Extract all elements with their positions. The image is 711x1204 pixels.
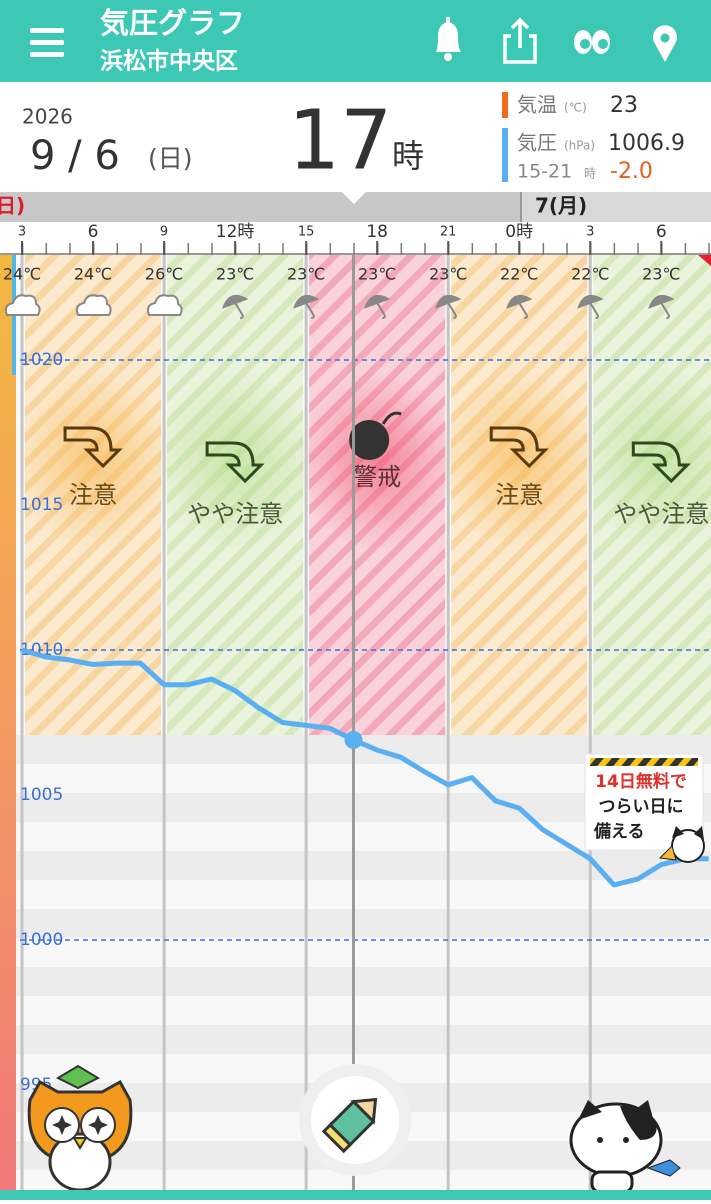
level-label: やや注意 bbox=[613, 500, 709, 528]
level-glow bbox=[155, 370, 316, 550]
temp-label: 気温 bbox=[517, 93, 557, 117]
eyes-button[interactable] bbox=[574, 30, 610, 54]
x-tick-label: 0時 bbox=[505, 222, 533, 242]
ruler-ticks bbox=[0, 243, 711, 255]
umbrella-handle bbox=[304, 300, 315, 320]
current-point bbox=[344, 730, 363, 749]
level-glow bbox=[581, 370, 711, 550]
weather-row: 24℃ 24℃ 26℃ 23℃ 23℃ 23℃ 23℃ 22℃ 22℃ 23℃ bbox=[3, 265, 680, 320]
level-arrow bbox=[63, 426, 123, 469]
bomb-fuse bbox=[381, 411, 402, 425]
ruler-end-marker bbox=[698, 255, 711, 266]
x-tick-label: 9 bbox=[160, 225, 168, 240]
level-bands bbox=[13, 255, 711, 735]
location-button[interactable] bbox=[653, 25, 677, 62]
umbrella-handle bbox=[375, 300, 386, 320]
promo-line: つらい日に bbox=[599, 797, 684, 817]
share-button[interactable] bbox=[503, 17, 537, 64]
promo-line: 14日無料で bbox=[595, 771, 687, 792]
bell-button[interactable] bbox=[436, 17, 461, 61]
umbrella-handle bbox=[517, 300, 528, 320]
pressure-change: -2.0 bbox=[610, 159, 653, 184]
pressure-line bbox=[21, 647, 709, 888]
owl-mascot bbox=[27, 1064, 133, 1192]
x-tick-label: 3 bbox=[586, 225, 594, 240]
bottom-bar bbox=[0, 1190, 711, 1200]
location: 浜松市中央区 bbox=[100, 48, 238, 75]
x-tick-label: 12時 bbox=[216, 222, 255, 242]
level-glow bbox=[297, 370, 458, 550]
cloud-icon bbox=[75, 294, 112, 316]
temperature: 23℃ bbox=[642, 265, 680, 284]
x-tick-label: 15 bbox=[298, 225, 315, 240]
pressure-label: 気圧 bbox=[517, 131, 557, 155]
next-day-label: 7(月) bbox=[535, 194, 587, 218]
temperature: 23℃ bbox=[358, 265, 396, 284]
x-tick-label: 21 bbox=[440, 225, 457, 240]
level-label: 注意 bbox=[69, 481, 117, 509]
umbrella-handle bbox=[588, 300, 599, 320]
hour: 17 bbox=[288, 93, 392, 188]
menu-button[interactable] bbox=[30, 28, 64, 57]
range-unit: 時 bbox=[584, 167, 596, 181]
promo-line: 備える bbox=[593, 821, 645, 842]
temperature: 22℃ bbox=[500, 265, 538, 284]
prev-day-label: 日) bbox=[0, 194, 25, 218]
level-arrow bbox=[489, 426, 549, 469]
y-tick-label: 1015 bbox=[20, 495, 63, 515]
weekday: (日) bbox=[148, 144, 193, 173]
date: 9 / 6 bbox=[30, 133, 120, 179]
app-title: 気圧グラフ bbox=[100, 6, 245, 40]
temperature: 24℃ bbox=[3, 265, 41, 284]
level-arrow bbox=[205, 441, 265, 484]
x-axis: 3 6 9 12時 15 18 21 0時 3 6 bbox=[18, 222, 667, 255]
promo-badge[interactable]: 14日無料で つらい日に 備える bbox=[584, 753, 705, 863]
x-tick-label: 6 bbox=[88, 222, 99, 242]
year: 2026 bbox=[22, 105, 73, 129]
umbrella-handle bbox=[233, 300, 244, 320]
x-tick-label: 6 bbox=[656, 222, 667, 242]
range-label: 15-21 bbox=[517, 161, 572, 183]
cloud-icon bbox=[4, 294, 41, 316]
x-tick-label: 3 bbox=[18, 225, 26, 240]
x-tick-label: 18 bbox=[366, 222, 388, 242]
info-panel bbox=[0, 82, 711, 192]
y-tick-label: 1005 bbox=[20, 785, 63, 805]
cursor-notch bbox=[342, 192, 366, 204]
risk-sidebar bbox=[0, 255, 16, 1190]
next-day-bar bbox=[521, 192, 711, 222]
temperature: 26℃ bbox=[145, 265, 183, 284]
vertical-lines bbox=[20, 255, 592, 1190]
temp-value: 23 bbox=[610, 93, 638, 118]
cloud-icon bbox=[146, 294, 183, 316]
temp-unit: (℃) bbox=[564, 101, 587, 115]
cat-mascot bbox=[569, 1100, 681, 1194]
pressure-marker bbox=[502, 128, 508, 182]
temperature: 23℃ bbox=[287, 265, 325, 284]
temperature: 23℃ bbox=[429, 265, 467, 284]
level-arrow bbox=[631, 441, 691, 484]
level-label: 注意 bbox=[495, 481, 543, 509]
umbrella-handle bbox=[446, 300, 457, 320]
level-glow bbox=[13, 370, 174, 550]
temp-marker bbox=[502, 92, 508, 118]
level-label: やや注意 bbox=[187, 500, 283, 528]
memo-button[interactable] bbox=[299, 1064, 411, 1176]
bomb-icon bbox=[349, 420, 390, 460]
umbrella-handle bbox=[659, 300, 671, 320]
temperature: 22℃ bbox=[571, 265, 609, 284]
pressure-line bbox=[21, 647, 709, 888]
hour-unit: 時 bbox=[392, 137, 424, 175]
pressure-value: 1006.9 bbox=[608, 131, 685, 156]
level-label: 警戒 bbox=[353, 463, 401, 491]
temperature: 24℃ bbox=[74, 265, 112, 284]
pressure-unit: (hPa) bbox=[564, 139, 595, 153]
level-glow bbox=[439, 370, 600, 550]
temperature: 23℃ bbox=[216, 265, 254, 284]
